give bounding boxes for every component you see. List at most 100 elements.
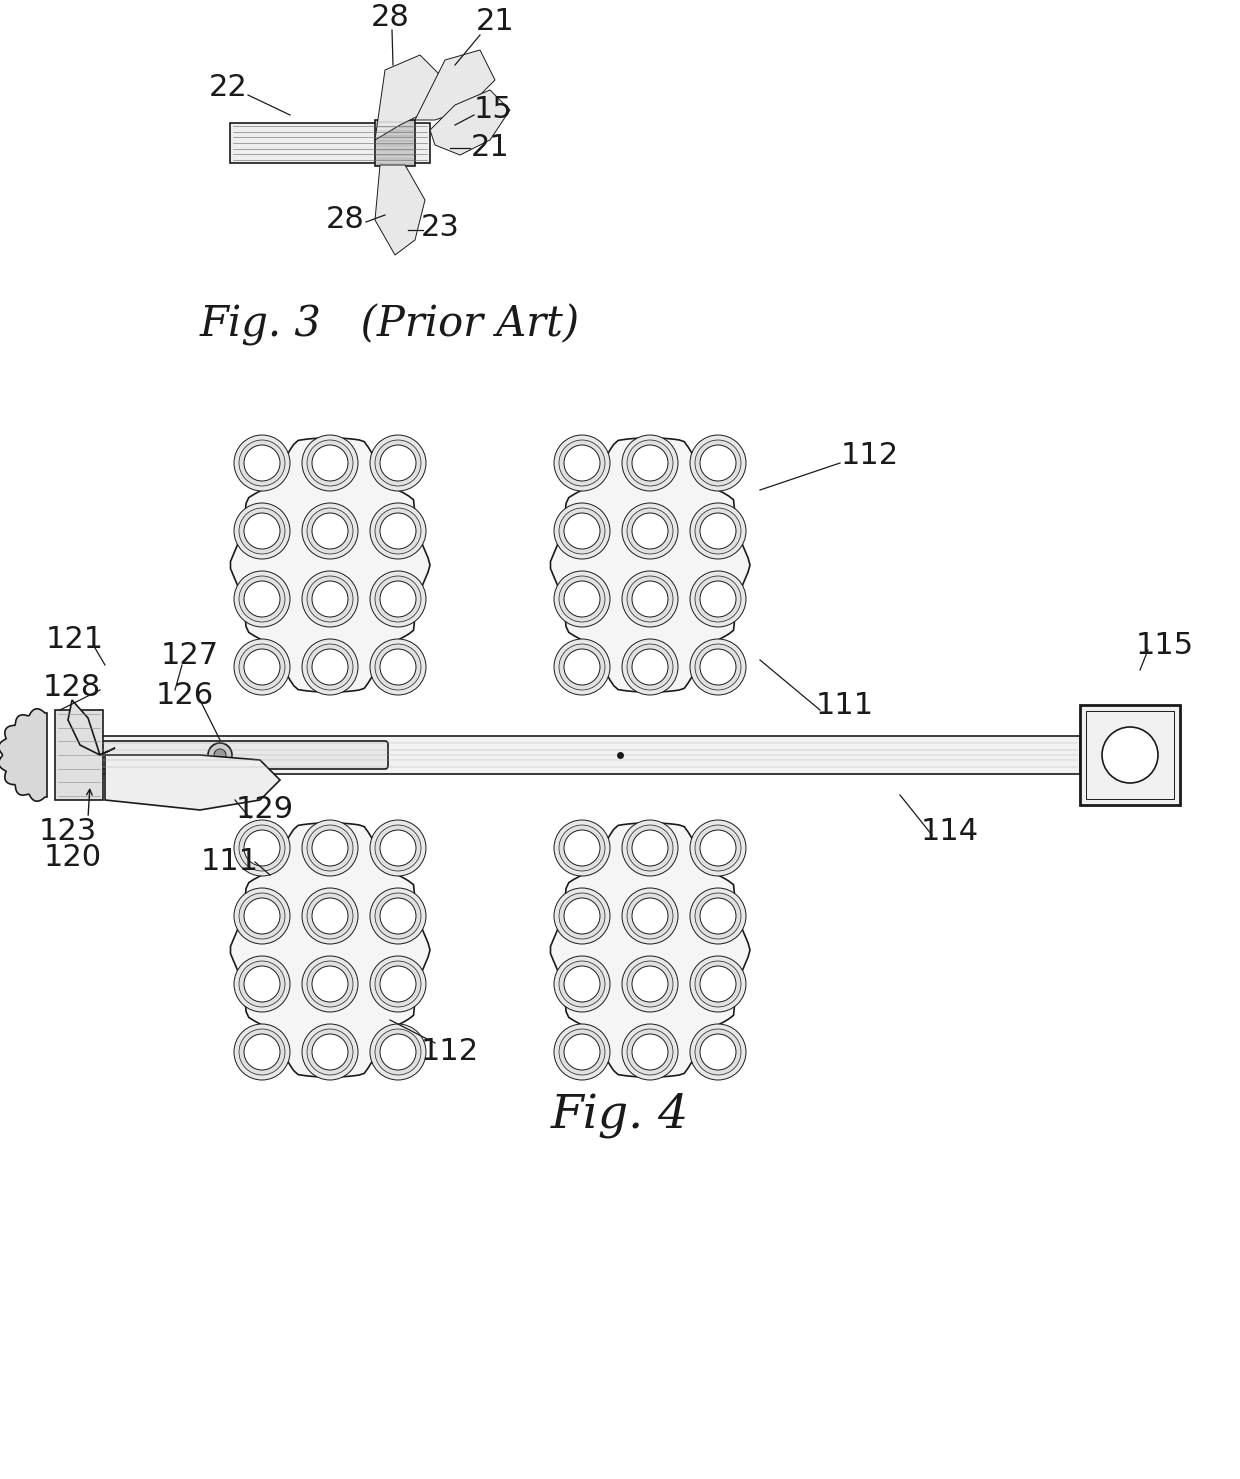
Circle shape <box>370 503 427 559</box>
Circle shape <box>308 439 353 487</box>
Circle shape <box>701 581 737 617</box>
Circle shape <box>215 748 226 762</box>
Circle shape <box>308 1029 353 1075</box>
Circle shape <box>554 639 610 695</box>
Circle shape <box>239 643 285 691</box>
Circle shape <box>374 1029 422 1075</box>
Circle shape <box>370 1023 427 1080</box>
Circle shape <box>564 513 600 549</box>
Circle shape <box>208 742 232 768</box>
Circle shape <box>303 435 358 491</box>
Circle shape <box>379 581 415 617</box>
Polygon shape <box>231 438 430 692</box>
Circle shape <box>312 581 348 617</box>
Circle shape <box>701 1034 737 1069</box>
Text: Fig. 4: Fig. 4 <box>551 1093 689 1137</box>
Circle shape <box>370 571 427 627</box>
Circle shape <box>622 887 678 944</box>
Circle shape <box>379 445 415 481</box>
Circle shape <box>627 575 673 623</box>
Circle shape <box>627 1029 673 1075</box>
Text: 111: 111 <box>816 691 874 719</box>
Circle shape <box>303 1023 358 1080</box>
Circle shape <box>622 571 678 627</box>
Circle shape <box>694 575 742 623</box>
Circle shape <box>312 830 348 867</box>
Circle shape <box>622 819 678 876</box>
Circle shape <box>559 439 605 487</box>
Circle shape <box>308 825 353 871</box>
Circle shape <box>694 643 742 691</box>
Circle shape <box>244 581 280 617</box>
Circle shape <box>554 1023 610 1080</box>
Circle shape <box>622 1023 678 1080</box>
Text: 123: 123 <box>38 818 97 846</box>
Circle shape <box>564 898 600 935</box>
FancyBboxPatch shape <box>1080 705 1180 805</box>
Circle shape <box>1102 728 1158 782</box>
Polygon shape <box>430 90 510 155</box>
Circle shape <box>234 1023 290 1080</box>
Circle shape <box>370 435 427 491</box>
Circle shape <box>694 961 742 1007</box>
Text: 28: 28 <box>371 3 409 33</box>
Polygon shape <box>374 55 445 141</box>
Circle shape <box>234 887 290 944</box>
Circle shape <box>694 825 742 871</box>
Circle shape <box>379 649 415 685</box>
Circle shape <box>303 571 358 627</box>
Circle shape <box>632 966 668 1001</box>
Circle shape <box>559 893 605 939</box>
Text: 21: 21 <box>476 7 515 37</box>
Circle shape <box>689 819 746 876</box>
Circle shape <box>554 503 610 559</box>
Circle shape <box>308 893 353 939</box>
Circle shape <box>312 445 348 481</box>
Text: Fig. 3   (Prior Art): Fig. 3 (Prior Art) <box>200 303 580 346</box>
Circle shape <box>244 445 280 481</box>
Polygon shape <box>374 166 425 254</box>
Circle shape <box>374 439 422 487</box>
Circle shape <box>632 1034 668 1069</box>
Circle shape <box>689 639 746 695</box>
Circle shape <box>234 503 290 559</box>
Circle shape <box>374 643 422 691</box>
Circle shape <box>244 1034 280 1069</box>
Circle shape <box>312 898 348 935</box>
Circle shape <box>312 966 348 1001</box>
Circle shape <box>701 830 737 867</box>
Text: 112: 112 <box>420 1037 479 1066</box>
Circle shape <box>303 503 358 559</box>
Circle shape <box>554 887 610 944</box>
Circle shape <box>308 961 353 1007</box>
Circle shape <box>374 507 422 555</box>
Circle shape <box>701 513 737 549</box>
Circle shape <box>627 643 673 691</box>
Circle shape <box>694 507 742 555</box>
Circle shape <box>694 439 742 487</box>
Circle shape <box>564 966 600 1001</box>
Circle shape <box>689 435 746 491</box>
Circle shape <box>554 435 610 491</box>
Circle shape <box>239 1029 285 1075</box>
Text: 23: 23 <box>420 213 460 243</box>
Circle shape <box>627 439 673 487</box>
Circle shape <box>701 966 737 1001</box>
Circle shape <box>632 445 668 481</box>
Circle shape <box>244 830 280 867</box>
Circle shape <box>244 898 280 935</box>
FancyBboxPatch shape <box>102 741 388 769</box>
Circle shape <box>694 893 742 939</box>
Polygon shape <box>415 50 495 120</box>
Circle shape <box>239 575 285 623</box>
Circle shape <box>239 961 285 1007</box>
Text: 112: 112 <box>841 441 899 469</box>
Circle shape <box>701 649 737 685</box>
Circle shape <box>370 887 427 944</box>
Circle shape <box>632 898 668 935</box>
Circle shape <box>622 955 678 1012</box>
Circle shape <box>308 643 353 691</box>
Polygon shape <box>231 822 430 1077</box>
Text: 127: 127 <box>161 640 219 670</box>
Circle shape <box>632 830 668 867</box>
